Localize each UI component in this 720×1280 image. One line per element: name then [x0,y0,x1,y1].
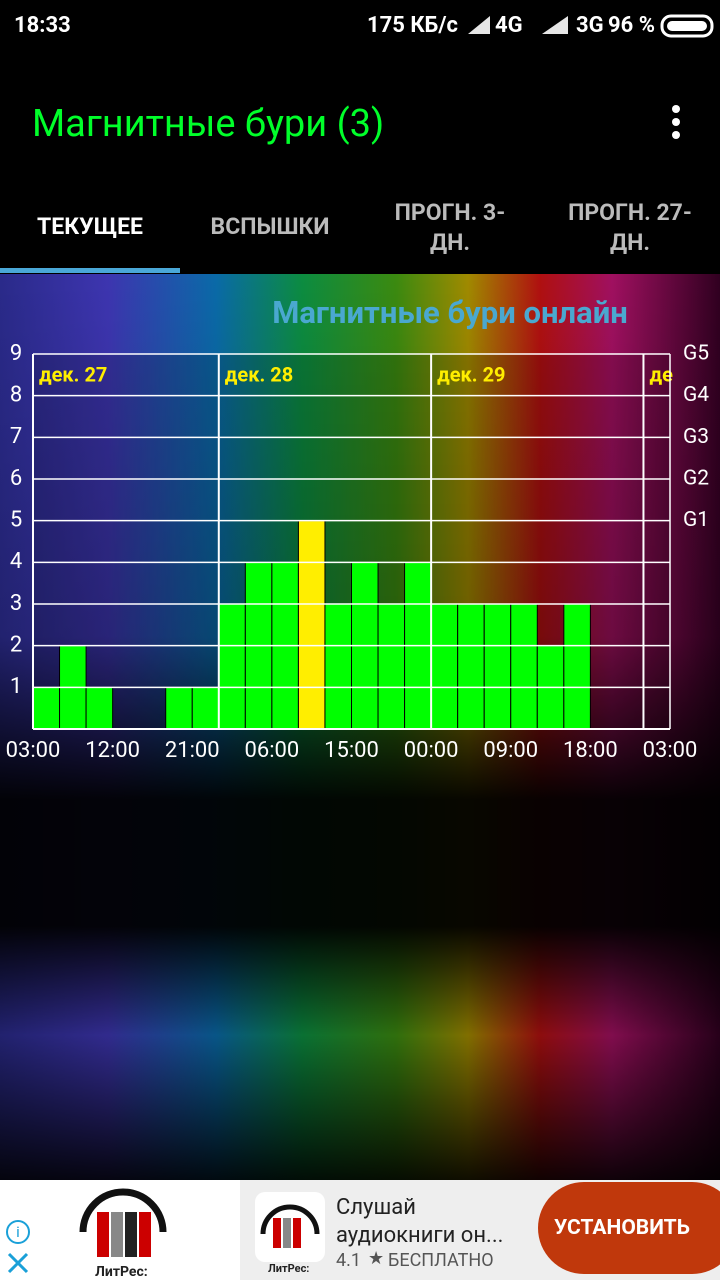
x-tick-label: 18:00 [563,738,618,763]
bar [191,686,220,730]
bar [297,520,326,730]
x-tick-label: 03:00 [643,738,698,763]
y2-tick-label: G1 [683,508,709,532]
tab-indicator [0,268,180,273]
ad-brand: ЛитРес: [95,1264,148,1280]
app-title: Магнитные бури (3) [32,102,385,146]
battery-level: 96 % [608,13,655,38]
net-type: 4G [495,13,523,38]
bar [483,603,512,730]
y-tick-label: 8 [10,382,22,407]
day-label: дек. 27 [39,362,107,386]
install-button[interactable]: УСТАНОВИТЬ [538,1182,720,1274]
app-bar: Магнитные бури (3) [0,52,720,192]
tab[interactable]: ПРОГН. 3-ДН. [394,199,506,256]
y-tick-label: 4 [10,549,22,574]
svg-text:i: i [16,1223,20,1241]
y-tick-label: 9 [10,341,22,366]
chart: Магнитные бури онлайн 1 2 3 4 5 6 7 8 9 G1 G2 G3 G4 G… [6,294,710,763]
ad-banner: i ЛитРес: ЛитРес: Слушай аудиокниги он..… [0,1180,720,1280]
x-tick-label: 00:00 [404,738,459,763]
star: ★ [368,1248,385,1269]
day-label: де [649,362,673,386]
bar [85,686,114,730]
tab[interactable]: ВСПЫШКИ [210,213,330,240]
bar [218,603,246,730]
net-type: 3G [576,13,604,38]
clock: 18:33 [14,13,71,38]
tab[interactable]: ТЕКУЩЕЕ [37,213,143,240]
x-tick-label: 03:00 [6,738,61,763]
bar [377,603,406,730]
net-speed: 175 КБ/с [367,13,458,38]
ad-text: Слушай аудиокниги он... [336,1195,504,1248]
bar [32,686,61,730]
ad-price: БЕСПЛАТНО [388,1250,494,1271]
tab[interactable]: ПРОГН. 27-ДН. [568,199,692,256]
x-tick-label: 12:00 [85,738,140,763]
menu-button[interactable] [664,104,688,144]
ad-app-icon [255,1192,325,1262]
y-tick-label: 1 [10,674,22,699]
tab-bar: ТЕКУЩЕЕ ВСПЫШКИ ПРОГН. 3-ДН. ПРОГН. 27-Д… [0,180,720,274]
y2-tick-label: G3 [683,425,709,449]
bar [165,686,193,730]
ad-icons[interactable]: i [4,1218,34,1278]
bar [563,603,591,730]
y2-tick-label: G4 [683,383,709,407]
bar [324,603,353,730]
status-icons [468,14,714,38]
x-tick-label: 15:00 [324,738,379,763]
y2-tick-label: G5 [683,342,709,366]
y-tick-label: 6 [10,466,22,491]
bar [430,603,459,730]
ad-rating: 4.1 [336,1250,361,1271]
x-tick-label: 09:00 [483,738,538,763]
y-tick-label: 7 [10,424,22,449]
day-label: дек. 29 [437,362,505,386]
bar [510,603,538,730]
status-bar: 18:33 175 КБ/с 4G 3G 96 % [0,0,720,52]
x-tick-label: 06:00 [244,738,299,763]
bar [457,603,485,730]
ad-logo [79,1188,167,1257]
y-tick-label: 3 [10,591,22,616]
y-tick-label: 2 [10,632,22,657]
x-tick-label: 21:00 [165,738,220,763]
chart-title: Магнитные бури онлайн [272,294,628,331]
day-label: дек. 28 [225,362,293,386]
y2-tick-label: G2 [683,467,709,491]
y-tick-label: 5 [10,507,22,532]
ad-app-label: ЛитРес: [268,1262,310,1275]
